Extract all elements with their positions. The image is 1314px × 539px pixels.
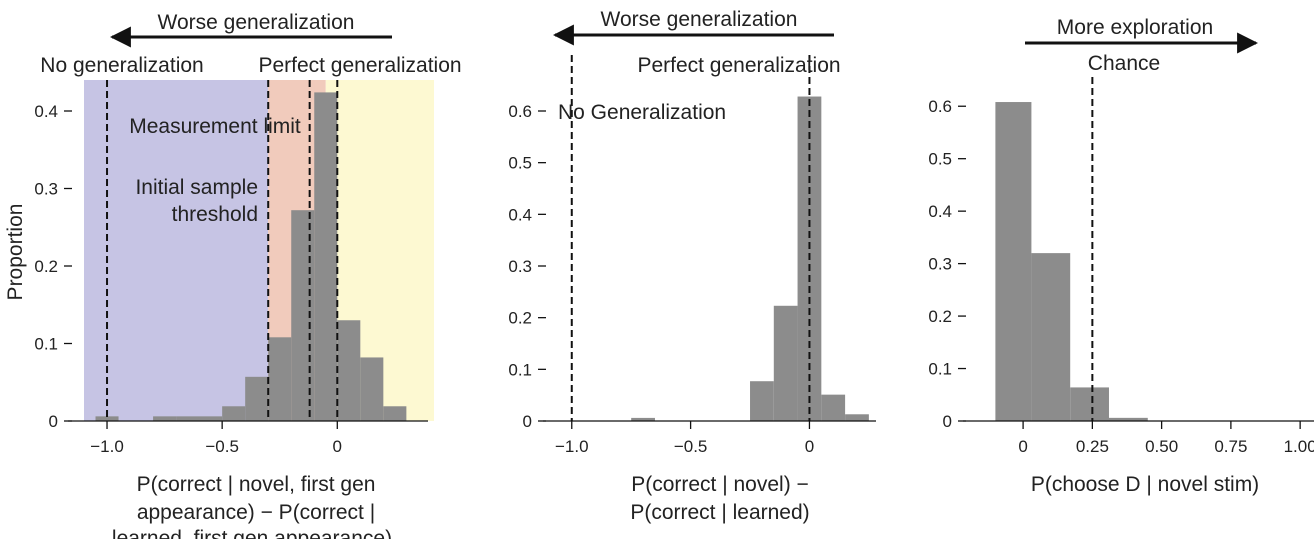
x-tick-label: 0: [1018, 437, 1027, 456]
histogram-bar: [222, 406, 246, 421]
histogram-bar: [631, 417, 655, 421]
x-axis-label-line-1: P(correct | novel) −: [631, 473, 809, 496]
x-tick-label: 0.50: [1145, 437, 1178, 456]
y-tick-label: 0.3: [928, 255, 952, 274]
histogram-bar: [750, 381, 774, 421]
x-tick-label: 1.00: [1284, 437, 1314, 456]
x-tick-label: 0.25: [1076, 437, 1109, 456]
y-tick-label: 0: [523, 412, 532, 431]
y-tick-label: 0.3: [34, 180, 58, 199]
worse-generalization-label: Worse generalization: [601, 8, 798, 31]
x-axis-label-line-1: P(choose D | novel stim): [1031, 473, 1259, 496]
chance-label: Chance: [1088, 52, 1160, 75]
panel-3: 0 0.25 0.50 0.75 1.00 0 0.1 0.2 0.3 0.4 0.5 0.6 Mor…: [928, 16, 1314, 496]
axes: −1.0 −0.5 0 0 0.1 0.2 0.3 0.4 0.5 0.6: [508, 102, 876, 456]
histogram-bar: [337, 320, 361, 421]
reference-lines: [570, 55, 811, 421]
axes: −1.0 −0.5 0 0 0.1 0.2 0.3 0.4: [34, 102, 428, 456]
x-tick-label: −0.5: [205, 437, 239, 456]
panel-1: −1.0 −0.5 0 0 0.1 0.2 0.3 0.4 Worse generalizat…: [4, 11, 462, 539]
y-tick-label: 0: [49, 412, 58, 431]
histogram-bar: [95, 416, 119, 421]
histogram-bar: [268, 337, 292, 421]
histogram-bar: [383, 406, 407, 421]
x-axis-label-line-2: P(correct | learned): [630, 501, 809, 524]
y-tick-label: 0.6: [508, 102, 532, 121]
y-tick-label: 0.1: [508, 360, 532, 379]
y-tick-label: 0: [943, 412, 952, 431]
histogram-bar: [845, 414, 869, 421]
panel-2: −1.0 −0.5 0 0 0.1 0.2 0.3 0.4 0.5 0.6 Worse gener…: [508, 8, 876, 524]
measurement-limit-label: Measurement limit: [129, 115, 301, 138]
y-tick-label: 0.6: [928, 97, 952, 116]
x-axis-label-line-1: P(correct | novel, first gen: [137, 473, 376, 496]
histogram-bar: [821, 394, 846, 421]
histogram-bar: [153, 416, 177, 421]
y-tick-label: 0.2: [508, 309, 532, 328]
histogram-bars: [631, 96, 869, 422]
threshold-label: threshold: [172, 203, 258, 226]
y-tick-label: 0.4: [508, 205, 532, 224]
reference-lines: [106, 80, 339, 421]
histogram-bar: [773, 305, 798, 421]
y-tick-label: 0.4: [928, 202, 952, 221]
histogram-bar: [245, 376, 269, 421]
more-exploration-label: More exploration: [1057, 16, 1213, 39]
region-below-threshold: [84, 80, 269, 421]
y-tick-label: 0.1: [928, 360, 952, 379]
no-generalization-label: No generalization: [40, 54, 203, 77]
x-tick-label: −1.0: [555, 437, 589, 456]
worse-generalization-label: Worse generalization: [158, 11, 355, 34]
x-tick-label: 0.75: [1214, 437, 1247, 456]
axes: 0 0.25 0.50 0.75 1.00 0 0.1 0.2 0.3 0.4 0.5 0.6: [928, 97, 1314, 456]
histogram-bar: [176, 416, 223, 421]
y-tick-label: 0.1: [34, 335, 58, 354]
histogram-bar: [291, 210, 315, 421]
no-generalization-label: No Generalization: [558, 101, 726, 124]
perfect-generalization-label: Perfect generalization: [637, 54, 840, 77]
histogram-bar: [360, 357, 384, 421]
histogram-bar: [1070, 387, 1109, 421]
y-tick-label: 0.4: [34, 102, 58, 121]
x-axis-label-line-2: appearance) − P(correct |: [137, 501, 375, 524]
y-tick-label: 0.2: [928, 307, 952, 326]
histogram-bar: [314, 92, 338, 422]
histogram-bars: [995, 102, 1148, 421]
y-tick-label: 0.5: [928, 150, 952, 169]
y-tick-label: 0.5: [508, 154, 532, 173]
x-tick-label: 0: [805, 437, 814, 456]
y-axis-label: Proportion: [4, 204, 27, 301]
x-tick-label: −0.5: [674, 437, 708, 456]
x-tick-label: −1.0: [90, 437, 124, 456]
histogram-bar: [1108, 417, 1148, 421]
y-tick-label: 0.3: [508, 257, 532, 276]
histogram-bars: [95, 92, 407, 422]
x-axis-label-line-3: learned, first gen appearance): [112, 527, 392, 539]
x-tick-label: 0: [333, 437, 342, 456]
initial-sample-label: Initial sample: [135, 176, 258, 199]
histogram-bar: [995, 102, 1032, 421]
perfect-generalization-label: Perfect generalization: [258, 54, 461, 77]
y-tick-label: 0.2: [34, 257, 58, 276]
histogram-bar: [1031, 253, 1071, 421]
